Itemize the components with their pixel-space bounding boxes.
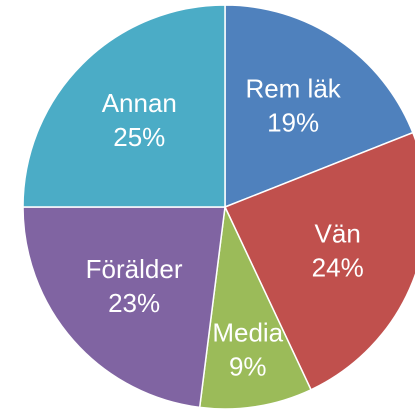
slice-label: Annan <box>102 88 177 118</box>
slice-value-label: 24% <box>312 252 364 282</box>
slice-value-label: 9% <box>229 352 267 382</box>
slice-label: Vän <box>315 218 361 248</box>
slice-value-label: 23% <box>108 288 160 318</box>
slice-label: Rem läk <box>245 74 341 104</box>
pie-slice <box>22 206 226 409</box>
slice-value-label: 19% <box>267 108 319 138</box>
pie-slice <box>198 204 313 409</box>
pie-slice <box>22 4 226 208</box>
slice-value-label: 25% <box>113 122 165 152</box>
slice-label: Förälder <box>86 254 183 284</box>
pie-slice <box>223 131 415 391</box>
pie-slice <box>224 4 414 209</box>
slice-label: Media <box>212 318 283 348</box>
